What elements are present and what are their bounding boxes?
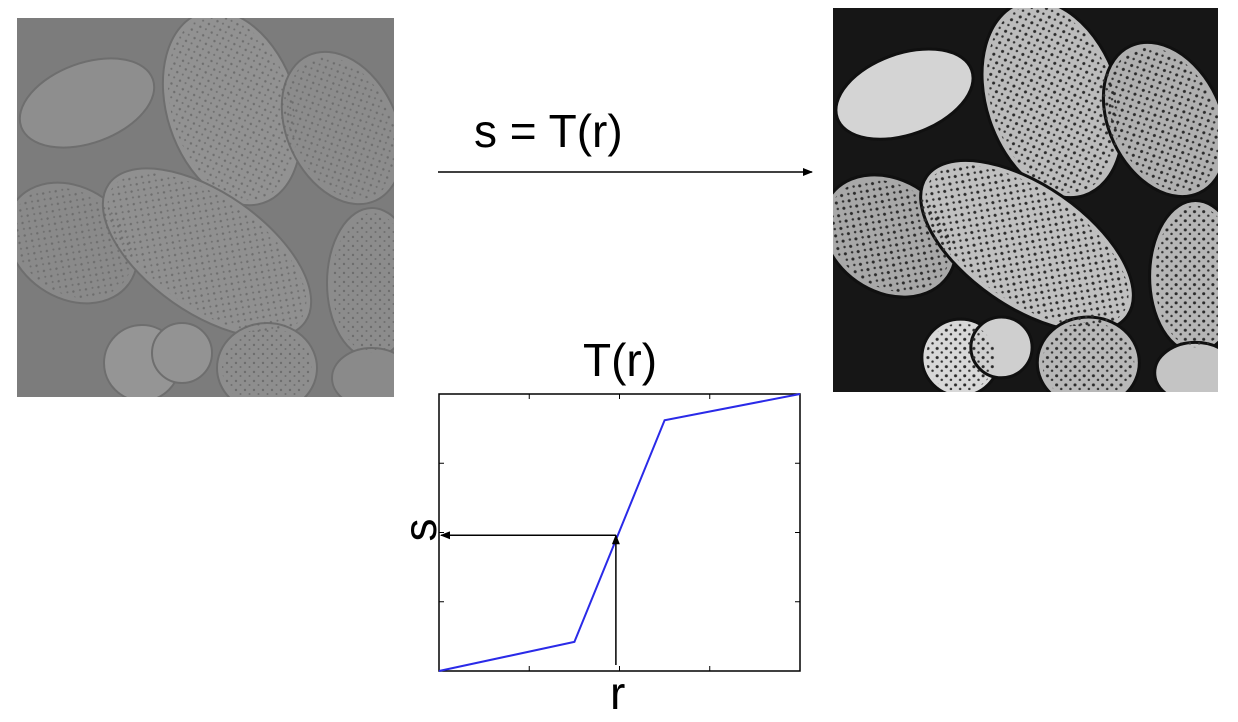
plot-title: T(r) (583, 334, 658, 386)
y-axis-label: s (394, 518, 446, 542)
transform-equation-label: s = T(r) (474, 105, 623, 157)
input-image (17, 18, 394, 397)
output-image-graphic (833, 8, 1218, 392)
input-image-graphic (17, 18, 394, 397)
x-axis-label: r (610, 667, 626, 719)
transfer-curve-line (438, 393, 801, 672)
output-image (833, 8, 1218, 392)
